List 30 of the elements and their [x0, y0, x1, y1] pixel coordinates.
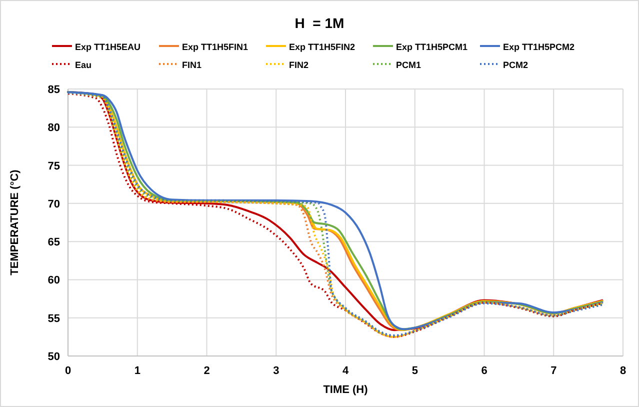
y-tick-label: 50 — [48, 351, 60, 363]
x-tick-label: 8 — [620, 365, 626, 377]
x-tick-label: 6 — [481, 365, 488, 377]
y-tick-label: 60 — [48, 274, 60, 287]
y-tick-label: 55 — [48, 312, 60, 325]
legend-label: Exp TT1H5FIN2 — [289, 42, 356, 52]
x-axis-title: TIME (H) — [323, 384, 368, 396]
legend-label: FIN1 — [182, 60, 202, 70]
y-tick-label: 80 — [48, 122, 60, 134]
legend-label: Exp TT1H5FIN1 — [182, 42, 248, 52]
y-tick-label: 85 — [48, 84, 60, 96]
x-tick-label: 5 — [412, 365, 418, 377]
x-tick-label: 3 — [273, 365, 280, 377]
legend-label: PCM1 — [396, 60, 422, 70]
y-tick-label: 70 — [48, 198, 60, 210]
y-tick-label: 75 — [48, 160, 60, 172]
y-axis-title: TEMPERATURE (°C) — [9, 169, 21, 276]
legend-label: Exp TT1H5PCM2 — [503, 42, 575, 52]
x-tick-label: 2 — [204, 365, 210, 377]
y-tick-label: 65 — [48, 236, 60, 249]
legend-label: PCM2 — [503, 60, 528, 70]
legend-label: FIN2 — [289, 60, 309, 70]
legend-label: Exp TT1H5PCM1 — [396, 42, 468, 52]
x-tick-label: 4 — [342, 365, 350, 377]
x-tick-label: 0 — [64, 365, 72, 377]
x-tick-label: 7 — [550, 365, 557, 377]
chart-title: H = 1M — [294, 15, 344, 31]
legend-label: Exp TT1H5EAU — [75, 42, 141, 52]
x-tick-label: 1 — [134, 365, 140, 377]
legend-label: Eau — [75, 60, 92, 70]
